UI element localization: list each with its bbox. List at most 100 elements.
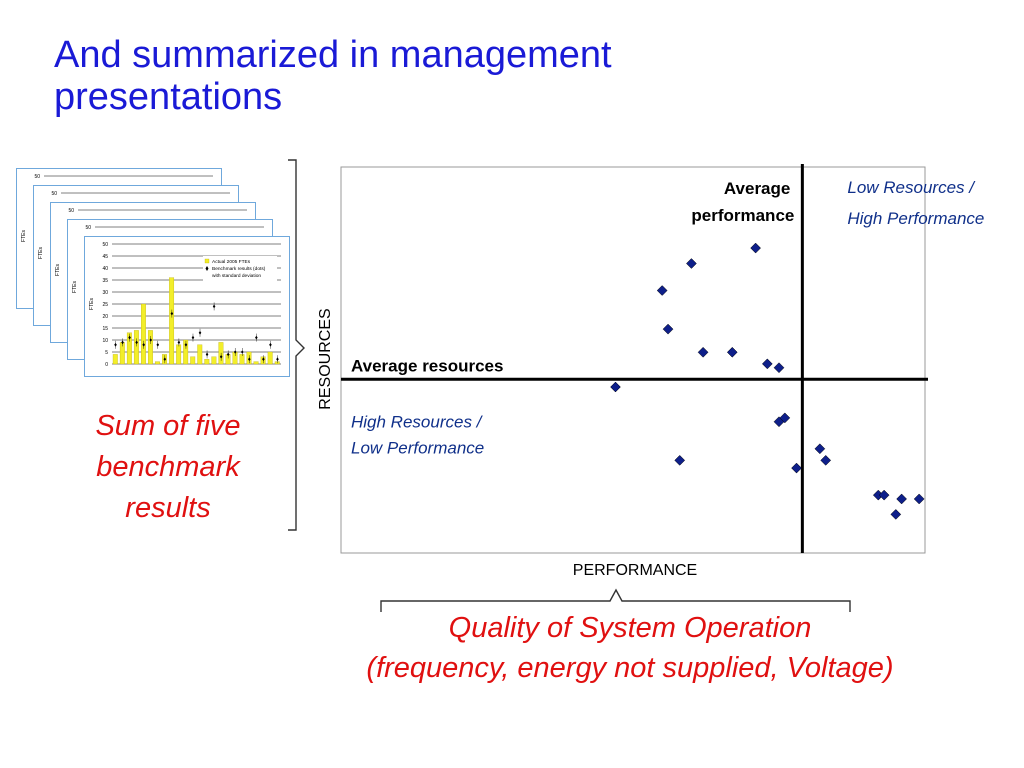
benchmark-bar — [232, 351, 238, 365]
sheet-y-axis-label: FTEs — [55, 264, 61, 276]
sheet-tick-label: 50 — [34, 174, 40, 180]
benchmark-bar — [253, 361, 259, 365]
scatter-point — [773, 362, 785, 374]
sheet-y-axis-label: FTEs — [21, 230, 27, 242]
scatter-point — [896, 493, 907, 505]
sheet-tick-label: 5 — [105, 350, 108, 356]
left-curly-bracket — [288, 159, 305, 531]
benchmark-bar — [190, 356, 196, 365]
benchmark-bar — [112, 354, 118, 365]
sheet-y-axis-label: FTEs — [89, 298, 95, 310]
quadrant-label-top-right: Low Resources / — [847, 178, 976, 197]
sum-caption-line-2: benchmark — [96, 451, 240, 483]
scatter-point — [674, 455, 686, 466]
benchmark-dot — [276, 357, 279, 361]
sum-caption-line-1: Sum of five — [95, 410, 241, 442]
benchmark-dot — [142, 343, 145, 347]
scatter-point — [820, 455, 832, 466]
benchmark-bar — [176, 344, 182, 365]
scatter-point — [686, 258, 697, 269]
benchmark-chart-stack: 50454035302520151050FTEs5045403530252015… — [16, 168, 296, 388]
quadrant-label-bottom-left: Low Performance — [351, 438, 484, 457]
benchmark-bar — [155, 361, 160, 365]
scatter-point — [697, 346, 709, 358]
benchmark-bar — [183, 339, 189, 365]
quadrant-label-top-right: High Performance — [847, 209, 984, 228]
sheet-tick-label: 50 — [102, 242, 108, 248]
quadrant-label-bottom-left: High Resources / — [351, 412, 484, 431]
average-resources-label: Average resources — [351, 356, 503, 375]
sheet-legend-box — [203, 256, 277, 286]
sheet-tick-label: 45 — [102, 254, 108, 260]
scatter-point — [662, 323, 674, 335]
slide-title-line-1: And summarized in management — [54, 34, 612, 76]
benchmark-bar — [239, 354, 245, 365]
quality-caption: Quality of System Operation (frequency, … — [280, 608, 980, 688]
sheet-tick-label: 10 — [102, 338, 108, 344]
slide-title: And summarized in management presentatio… — [54, 34, 874, 118]
bottom-curly-bracket — [380, 588, 851, 612]
scatter-point — [814, 443, 826, 455]
benchmark-bar — [126, 332, 132, 365]
benchmark-dot — [177, 340, 181, 345]
benchmark-dot — [226, 352, 230, 357]
benchmark-dot — [240, 350, 244, 354]
benchmark-dot — [205, 352, 209, 357]
benchmark-dot — [156, 343, 160, 347]
quality-caption-line-2: (frequency, energy not supplied, Voltage… — [366, 652, 894, 684]
scatter-point — [779, 412, 791, 424]
benchmark-dot — [149, 338, 153, 342]
benchmark-dot — [114, 343, 117, 347]
scatter-point — [610, 381, 621, 393]
benchmark-bar — [197, 344, 203, 365]
benchmark-bar — [274, 361, 280, 365]
scatter-point — [890, 509, 902, 520]
sheet-tick-label: 50 — [51, 191, 57, 197]
scatter-point — [750, 242, 761, 254]
benchmark-dot — [255, 335, 258, 340]
benchmark-dot — [170, 311, 174, 316]
sheet-legend-entry: Actual 2005 FTEs — [212, 259, 251, 265]
legend-bar-swatch — [204, 258, 210, 264]
legend-dot-swatch — [205, 266, 209, 271]
scatter-point — [761, 358, 773, 370]
scatter-point — [878, 489, 890, 501]
benchmark-bar — [211, 356, 217, 365]
y-axis-label: RESOURCES — [317, 308, 334, 410]
benchmark-dot — [262, 357, 265, 361]
matrix-svg: Average performance Average resources Low R… — [340, 158, 984, 554]
benchmark-bar — [133, 330, 139, 365]
sheet-tick-label: 15 — [102, 326, 108, 332]
benchmark-bar — [148, 330, 153, 365]
sheet-tick-label: 50 — [68, 208, 74, 214]
sheet-tick-label: 50 — [85, 225, 91, 231]
benchmark-bar — [267, 351, 273, 365]
benchmark-dot — [121, 340, 124, 345]
sheet-y-axis-label: FTEs — [38, 247, 44, 259]
scatter-point — [656, 285, 668, 296]
benchmark-bar — [204, 359, 210, 365]
sheet-legend-entry: Benchmark results (dots) — [212, 266, 266, 272]
benchmark-bar — [119, 342, 125, 365]
benchmark-bar — [169, 277, 175, 365]
sum-caption-line-3: results — [125, 492, 211, 524]
quality-caption-line-1: Quality of System Operation — [448, 612, 812, 644]
sheet-legend-entry: with standard deviation — [212, 273, 261, 279]
average-performance-label: performance — [691, 206, 794, 225]
slide-title-line-2: presentations — [54, 76, 283, 118]
scatter-point — [726, 346, 738, 358]
benchmark-dot — [163, 357, 167, 361]
sheet-tick-label: 35 — [102, 278, 108, 284]
sheet-tick-label: 20 — [102, 314, 108, 320]
benchmark-dot — [198, 331, 202, 335]
scatter-point — [913, 493, 925, 505]
benchmark-dot — [191, 335, 195, 340]
performance-resources-matrix: Average performance Average resources Low R… — [340, 158, 1024, 564]
benchmark-dot — [269, 343, 272, 347]
benchmark-dot — [184, 343, 188, 347]
sheet-tick-label: 25 — [102, 302, 108, 308]
benchmark-bar — [218, 342, 224, 365]
average-performance-label: Average — [724, 179, 790, 198]
sheet-tick-label: 40 — [102, 266, 108, 272]
